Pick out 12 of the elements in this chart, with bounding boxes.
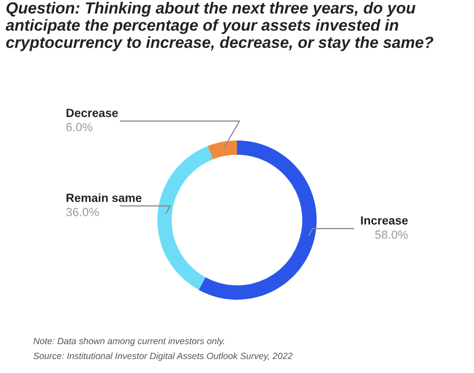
donut-slice: [198, 140, 317, 300]
data-label: 58.0%: [375, 230, 408, 239]
data-label: 6.0%: [66, 122, 92, 132]
slice-label: Decrease: [66, 108, 118, 118]
source-note: Source: Institutional Investor Digital Assets Outlook Survey, 2022: [33, 352, 292, 361]
slice-label: Remain same: [66, 193, 142, 202]
donut-slice: [157, 146, 213, 290]
slice-label: Increase: [361, 216, 408, 225]
text: Note: Data shown among current investors only.: [33, 338, 224, 346]
data-label: 36.0%: [66, 208, 99, 216]
donut-slice: [208, 140, 237, 160]
chart-title: Question: Thinking about the next three years, do you anticipate the percentage of your assets invested in cryptocurrency to increase, decrease, or stay the same?: [6, 2, 434, 52]
